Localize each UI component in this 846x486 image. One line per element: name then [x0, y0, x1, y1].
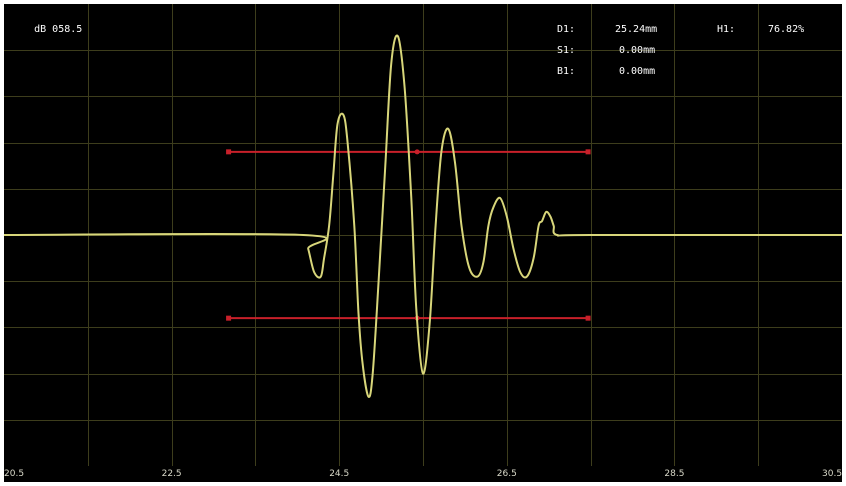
x-tick-label: 30.5: [822, 469, 842, 479]
grid: [4, 4, 842, 466]
readout-h1-value: 76.82%: [768, 24, 805, 35]
gate-b-end-handle[interactable]: [585, 315, 591, 321]
gain-label: dB: [34, 24, 47, 35]
readout-b1-label: B1:: [557, 66, 576, 77]
waveform-layer: [4, 34, 842, 398]
readout-s1-value: 0.00mm: [619, 45, 656, 56]
x-tick-label: 20.5: [4, 469, 25, 479]
x-tick-label: 22.5: [161, 469, 182, 479]
readout-d1-label: D1:: [557, 24, 576, 35]
x-tick-label: 24.5: [329, 469, 350, 479]
gate-a-end-handle[interactable]: [585, 149, 591, 155]
readout-b1-value: 0.00mm: [619, 66, 656, 77]
a-scan-display: dB 058.5 D1: 25.24mm S1: 0.00mm B1: 0.00…: [4, 4, 842, 482]
gate-a-start-handle[interactable]: [226, 149, 232, 155]
x-tick-label: 26.5: [496, 469, 517, 479]
readout-d1-value: 25.24mm: [615, 24, 658, 35]
readout-h1-label: H1:: [717, 24, 736, 35]
x-tick-label: 28.5: [664, 469, 685, 479]
a-scan-plot: [4, 4, 842, 482]
gain-value: 058.5: [52, 24, 83, 35]
gate-b-start-handle[interactable]: [226, 315, 232, 321]
readout-s1-label: S1:: [557, 45, 576, 56]
gain-readout: dB 058.5: [10, 12, 82, 48]
echo-waveform: [4, 34, 842, 398]
gate-a-marker[interactable]: [414, 149, 420, 155]
